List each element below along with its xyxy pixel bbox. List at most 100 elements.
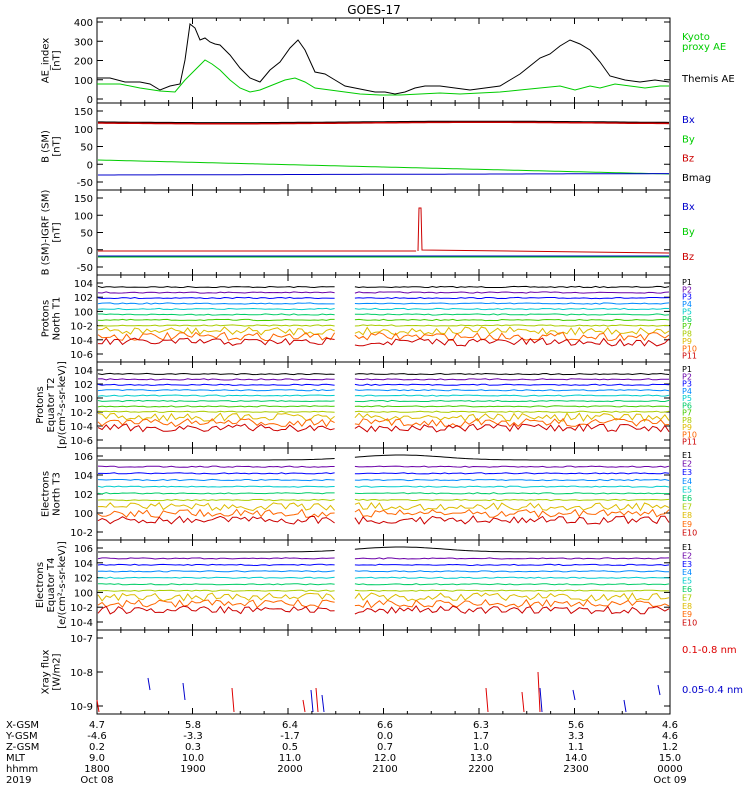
panel-frame <box>96 629 671 715</box>
channel-line <box>97 498 335 502</box>
footer-value: 1900 <box>180 764 205 775</box>
channel-line <box>354 478 670 482</box>
channel-line <box>98 550 335 553</box>
channel-line <box>97 285 335 289</box>
legend-entry: Bx <box>682 202 695 213</box>
legend-entry: By <box>682 134 695 145</box>
y-tick-label: 10-7 <box>70 634 93 645</box>
footer-row-label: hhmm <box>6 764 38 775</box>
channel-line <box>97 307 335 311</box>
panel-frame <box>96 274 671 363</box>
legend-channel: E6 <box>682 494 692 503</box>
y-tick-label: 150 <box>74 107 93 118</box>
channel-line <box>354 576 670 579</box>
y-tick-label: 106 <box>74 544 93 555</box>
channel-line <box>97 485 335 488</box>
y-axis-label: [W/m2] <box>52 653 63 690</box>
y-tick-label: 200 <box>74 57 93 68</box>
y-tick-label: 104 <box>74 559 93 570</box>
footer-value: Oct 08 <box>80 775 113 786</box>
y-tick-label: 0 <box>87 95 93 106</box>
legend-channel: P3 <box>682 380 692 389</box>
legend-channel: E4 <box>682 477 692 486</box>
legend-channel: P2 <box>682 285 692 294</box>
footer-value: 0.2 <box>89 742 105 753</box>
channel-line <box>354 318 670 322</box>
footer-value: 0.5 <box>282 742 298 753</box>
legend-entry: Bz <box>682 252 694 263</box>
channel-line <box>354 399 670 403</box>
xray-flux-mark <box>310 689 314 713</box>
channel-line <box>97 501 335 512</box>
y-axis-label: [nT] <box>52 50 63 70</box>
legend-entry: Bz <box>682 154 694 165</box>
channel-line <box>354 465 670 468</box>
footer-value: 2000 <box>277 764 302 775</box>
channel-line <box>354 410 670 413</box>
channel-line <box>354 492 670 495</box>
channel-line <box>97 570 335 573</box>
channel-line <box>98 458 335 461</box>
y-tick-label: -50 <box>77 263 93 274</box>
legend-channel: P1 <box>682 365 692 374</box>
xray-flux-mark <box>521 691 525 713</box>
y-tick-label: 10-2 <box>70 408 93 419</box>
footer-value: 1.1 <box>568 742 584 753</box>
legend-channel: E4 <box>682 568 692 577</box>
panel-xray: 10-9 10-8 10-7 Xray flux [W/m2] 0.1-0.8 nm 0.0… <box>41 629 743 715</box>
footer-value: 12.0 <box>374 753 396 764</box>
footer-value: 0.3 <box>185 742 201 753</box>
y-tick-label: 10-2 <box>70 603 93 614</box>
footer-value: 2300 <box>563 764 588 775</box>
channel-line <box>97 394 335 397</box>
channel-line <box>354 332 670 342</box>
position-footer: X-GSM 4.7 5.8 6.4 6.6 6.3 5.6 4.6 Y-GSM -4.6 -3.3 -… <box>5 720 687 786</box>
channel-line <box>354 383 670 386</box>
channel-line <box>354 557 670 560</box>
channel-line <box>354 501 670 512</box>
channel-line <box>97 318 335 322</box>
footer-row-label: 2019 <box>6 775 31 786</box>
channel-line <box>98 472 335 475</box>
xray-flux-mark <box>182 682 186 701</box>
bz-spike-line <box>417 207 670 254</box>
y-axis-label: AE_index <box>41 38 52 84</box>
channel-line <box>354 326 670 336</box>
xray-flux-mark <box>623 699 627 713</box>
y-tick-label: 10-4 <box>70 422 93 433</box>
footer-value: -4.6 <box>87 731 107 742</box>
channel-line <box>97 598 335 609</box>
footer-value: 0.0 <box>377 731 393 742</box>
panel-pn: 10-6 10-4 10-2 100 102 104 Protons North T1 P1P2… <box>41 274 697 363</box>
channel-line <box>97 291 335 294</box>
legend-channel: P1 <box>682 278 692 287</box>
footer-value: 14.0 <box>565 753 587 764</box>
channel-line <box>97 605 335 615</box>
legend-channel: E8 <box>682 511 692 520</box>
data-gap <box>336 541 354 629</box>
channel-line <box>97 412 335 422</box>
legend-channel: P9 <box>682 423 692 432</box>
y-tick-label: 104 <box>74 279 93 290</box>
legend-channel: P11 <box>682 438 697 447</box>
channel-line <box>354 378 669 381</box>
y-tick-label: 102 <box>74 490 93 501</box>
xray-flux-mark <box>485 687 489 713</box>
footer-value: 5.6 <box>568 720 584 731</box>
y-tick-label: 100 <box>74 509 93 520</box>
channel-line <box>354 324 670 327</box>
channel-line <box>354 508 670 519</box>
y-tick-label: 100 <box>74 588 93 599</box>
channel-line <box>97 563 335 567</box>
footer-value: 10.0 <box>182 753 204 764</box>
legend-channel: E8 <box>682 602 692 611</box>
y-tick-label: 10-6 <box>70 350 93 361</box>
footer-value: 1.7 <box>473 731 489 742</box>
channel-line <box>97 410 335 413</box>
y-axis-label: [nT] <box>52 136 63 156</box>
legend-channel: E2 <box>682 460 692 469</box>
channel-line <box>97 302 335 305</box>
footer-value: 0000 <box>657 764 682 775</box>
y-tick-label: 100 <box>74 125 93 136</box>
